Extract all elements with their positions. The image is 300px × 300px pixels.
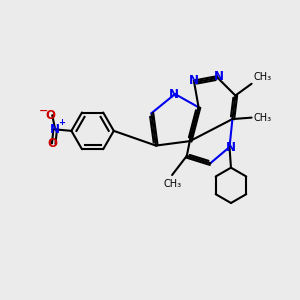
Text: CH₃: CH₃ bbox=[253, 112, 271, 123]
Text: N: N bbox=[226, 141, 236, 154]
Text: N: N bbox=[169, 88, 178, 100]
Text: CH₃: CH₃ bbox=[163, 178, 181, 189]
Text: +: + bbox=[58, 118, 65, 127]
Text: N: N bbox=[214, 70, 224, 83]
Text: O: O bbox=[46, 109, 56, 122]
Text: −: − bbox=[39, 106, 48, 116]
Text: CH₃: CH₃ bbox=[253, 72, 271, 82]
Text: N: N bbox=[50, 123, 60, 136]
Text: O: O bbox=[47, 137, 57, 150]
Text: N: N bbox=[189, 74, 199, 87]
